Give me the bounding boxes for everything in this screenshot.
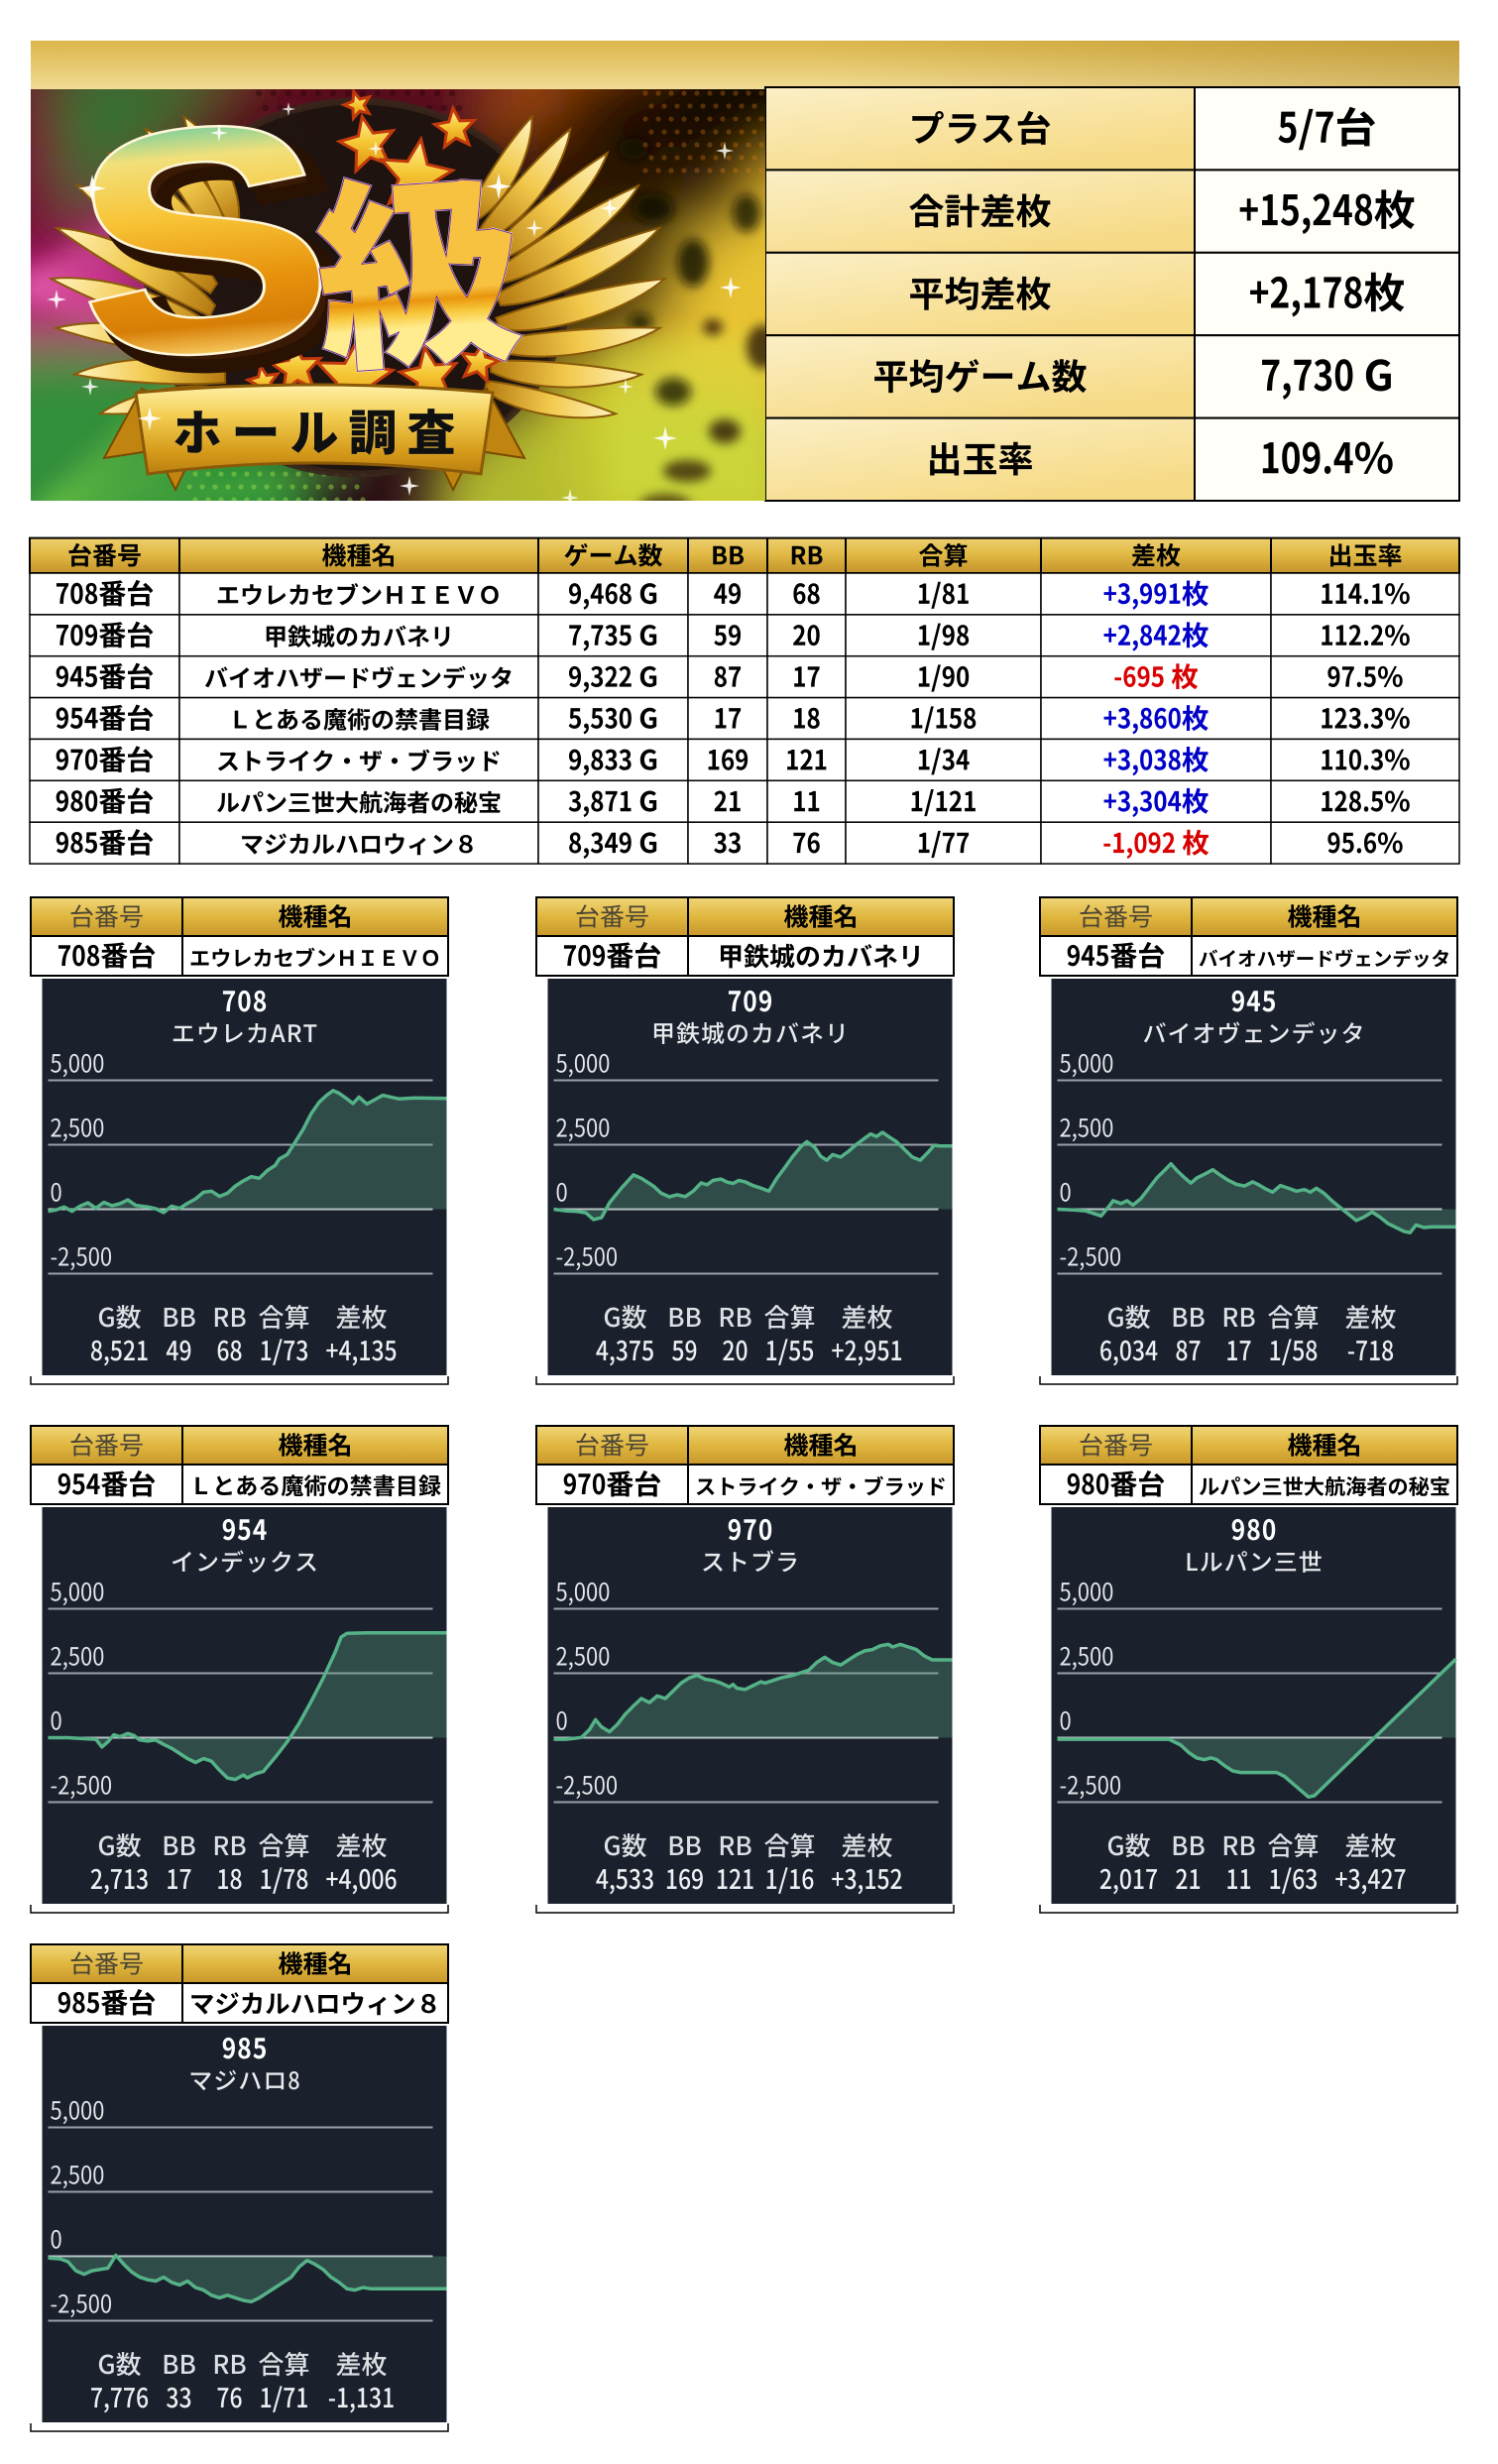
svg-text:S: S bbox=[60, 53, 344, 428]
